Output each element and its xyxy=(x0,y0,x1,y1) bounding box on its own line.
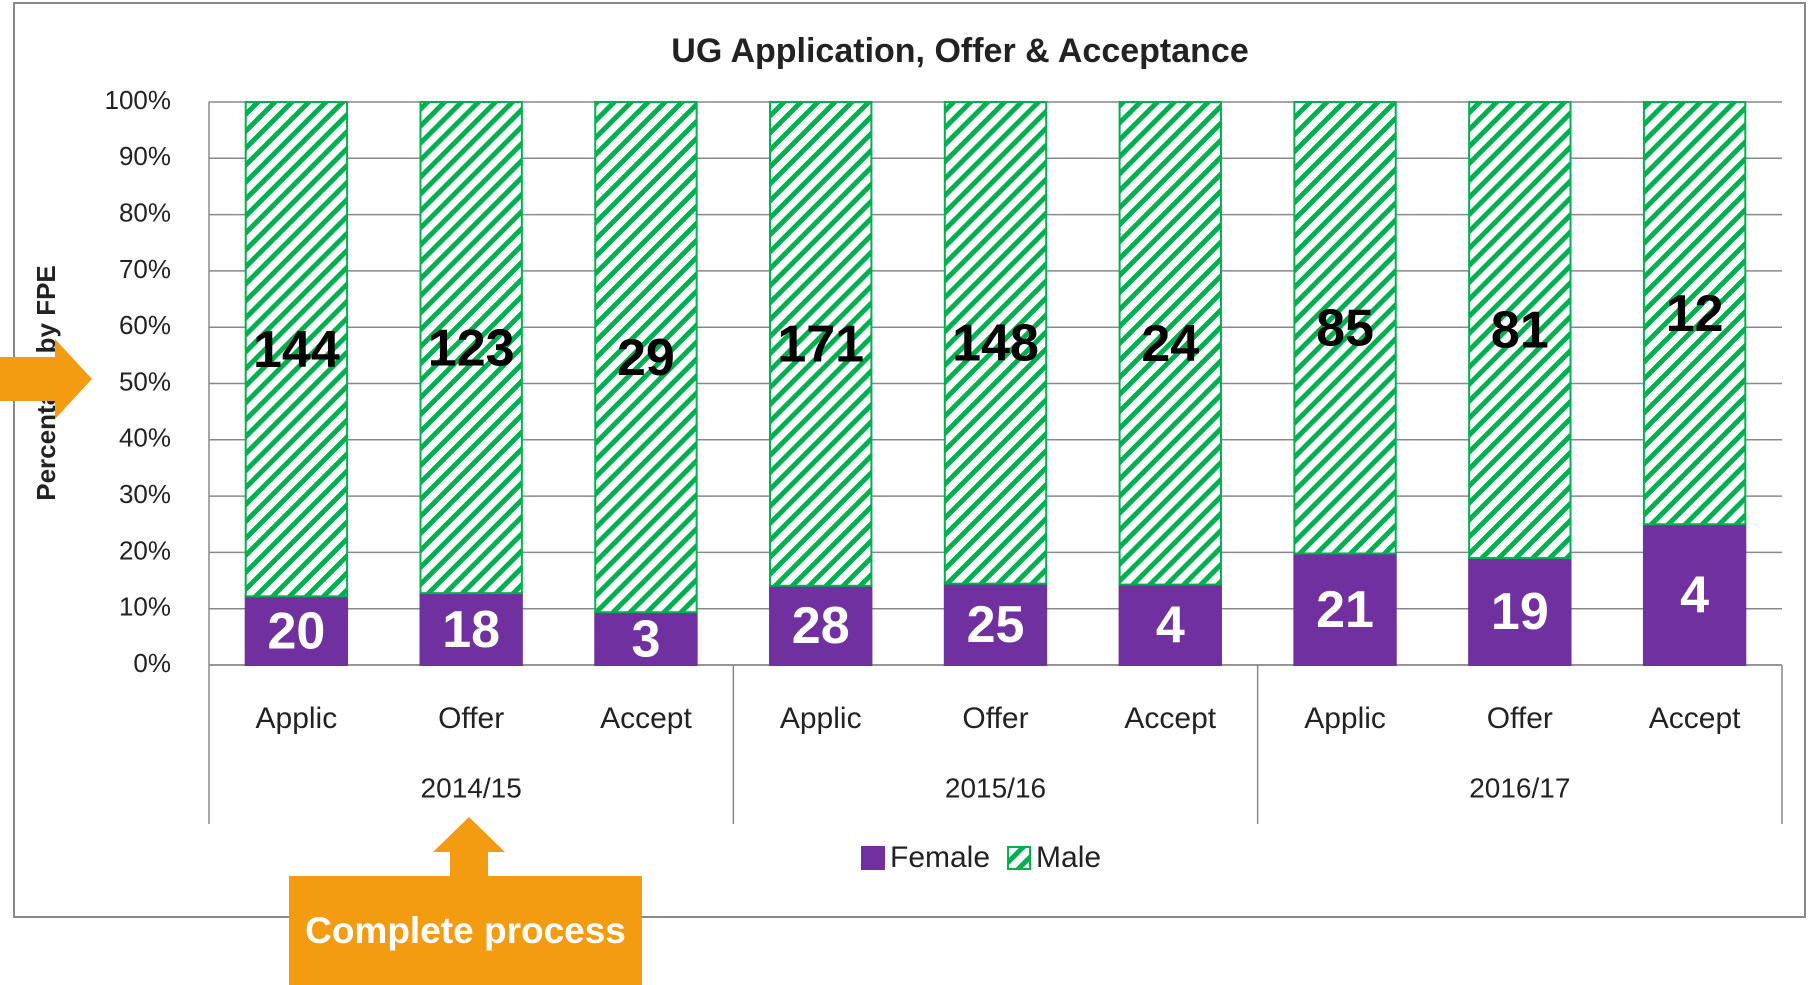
bar-segment xyxy=(244,101,349,598)
data-label: 3 xyxy=(631,610,660,668)
x-tick-label: Offer xyxy=(962,702,1028,735)
data-label: 18 xyxy=(442,601,500,659)
bar-segment xyxy=(419,592,523,667)
data-label: 81 xyxy=(1491,302,1549,360)
data-label: 12 xyxy=(1666,285,1724,343)
group-label: 2014/15 xyxy=(421,772,522,803)
data-label: 144 xyxy=(253,321,340,379)
bar-segment xyxy=(244,595,349,667)
data-label: 19 xyxy=(1491,583,1549,641)
bar-segment xyxy=(1468,101,1572,560)
y-tick-label: 70% xyxy=(119,254,171,284)
x-tick-label: Accept xyxy=(600,702,692,735)
data-label: 4 xyxy=(1156,597,1185,655)
chart-title: UG Application, Offer & Acceptance xyxy=(671,32,1248,70)
y-tick-label: 0% xyxy=(133,648,171,678)
data-label: 20 xyxy=(267,602,325,660)
bar-segment xyxy=(1642,523,1747,666)
x-tick-label: Accept xyxy=(1649,702,1741,735)
y-tick-label: 20% xyxy=(119,535,171,565)
legend-swatch xyxy=(861,846,885,870)
group-label: 2015/16 xyxy=(945,772,1046,803)
x-tick-label: Applic xyxy=(780,702,862,735)
data-label: 21 xyxy=(1316,581,1374,639)
arrow-up xyxy=(433,817,505,877)
callout: Complete process xyxy=(289,876,642,985)
legend-label: Male xyxy=(1036,841,1101,874)
legend-swatch xyxy=(1007,846,1032,870)
data-label: 171 xyxy=(777,316,864,374)
x-tick-label: Applic xyxy=(1304,702,1386,735)
y-tick-label: 60% xyxy=(119,310,171,340)
data-label: 29 xyxy=(617,329,675,387)
bar-segment xyxy=(594,101,698,614)
bar-segment xyxy=(769,584,873,667)
legend: Female Male xyxy=(861,841,1101,874)
data-label: 4 xyxy=(1680,566,1709,624)
y-tick-label: 50% xyxy=(119,366,171,396)
bar-segment xyxy=(943,101,1048,585)
x-tick-label: Applic xyxy=(256,702,338,735)
bar-segment xyxy=(1118,101,1222,586)
arrow-right xyxy=(0,339,92,419)
y-tick-label: 90% xyxy=(119,141,171,171)
bar-segment xyxy=(1293,552,1397,667)
bar-segment xyxy=(769,101,873,587)
x-tick-label: Accept xyxy=(1124,702,1216,735)
y-tick-label: 100% xyxy=(105,85,172,115)
bar-segment xyxy=(943,582,1048,666)
group-label: 2016/17 xyxy=(1469,772,1570,803)
data-label: 25 xyxy=(967,596,1025,654)
plot: 0% 10% 20% 30% 40% 50% 60% 70% 80% 90% 100% 2014/15… xyxy=(105,85,1783,824)
y-tick-label: 30% xyxy=(119,479,171,509)
y-tick-label: 80% xyxy=(119,197,171,227)
x-tick-label: Offer xyxy=(1487,702,1553,735)
bar-segment xyxy=(1642,101,1747,526)
bar-segment xyxy=(1293,101,1397,555)
legend-label: Female xyxy=(890,841,990,874)
bar-segment xyxy=(419,101,523,595)
data-label: 24 xyxy=(1141,315,1199,373)
data-label: 85 xyxy=(1316,299,1374,357)
y-tick-label: 40% xyxy=(119,423,171,453)
x-tick-label: Offer xyxy=(438,702,504,735)
data-label: 123 xyxy=(428,319,515,377)
y-tick-label: 10% xyxy=(119,592,171,622)
data-label: 28 xyxy=(792,597,850,655)
data-label: 148 xyxy=(952,315,1039,373)
